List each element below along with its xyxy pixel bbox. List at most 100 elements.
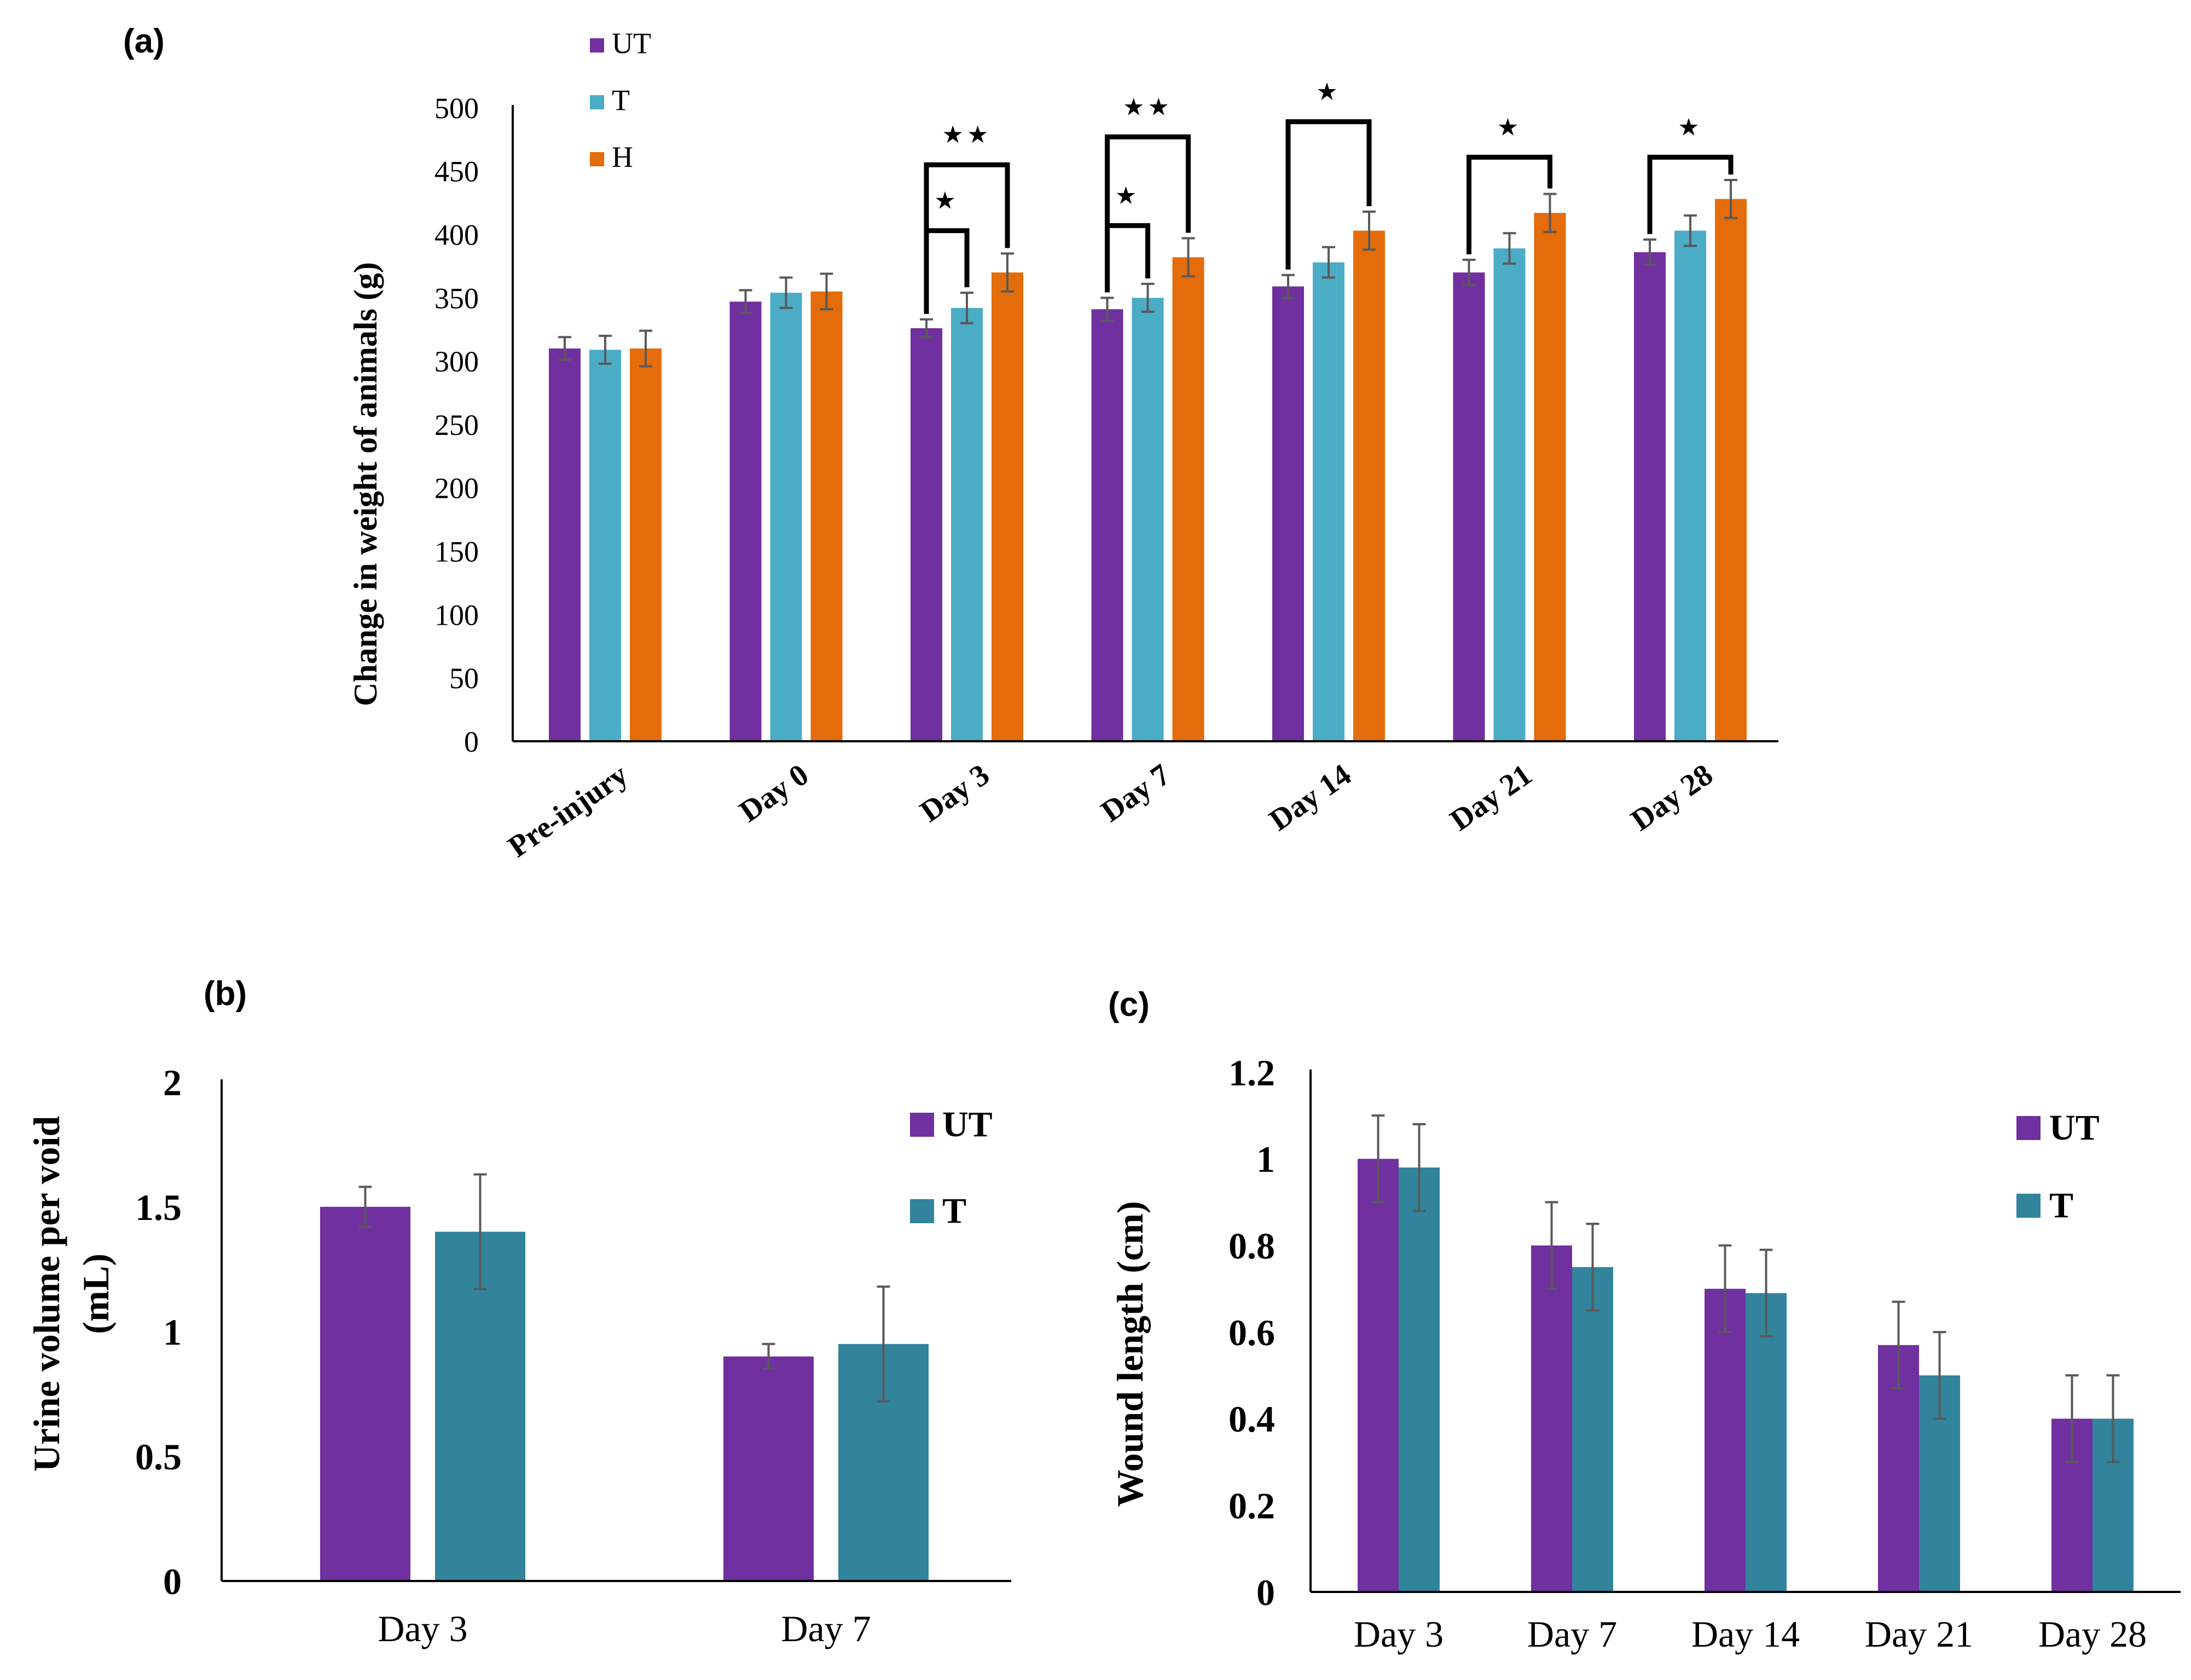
x-tick-label-pre-injury: Pre-injury bbox=[502, 758, 634, 864]
bar-ut-day-3 bbox=[1358, 1159, 1399, 1592]
bar-ut-day-14 bbox=[1272, 286, 1304, 741]
x-tick-label-day-7: Day 7 bbox=[781, 1608, 871, 1649]
error-bar-t-day-7 bbox=[877, 1285, 890, 1403]
y-tick-label-0-2: 0.2 bbox=[1228, 1485, 1275, 1526]
panel-a-error-bars bbox=[558, 179, 1737, 368]
y-tick-label-0-6: 0.6 bbox=[1228, 1312, 1275, 1353]
panel-b-y-axis-title-line2: (mL) bbox=[75, 1253, 117, 1334]
significance-marker-day-21-5: ★ bbox=[1497, 113, 1522, 141]
x-tick-label-day-14: Day 14 bbox=[1263, 758, 1358, 838]
x-tick-label-day-3: Day 3 bbox=[378, 1608, 467, 1649]
y-tick-label-0-5: 0.5 bbox=[135, 1436, 182, 1478]
y-tick-label-0-4: 0.4 bbox=[1228, 1398, 1275, 1440]
error-bar-t-day-28 bbox=[1684, 214, 1697, 247]
bar-ut-day-14 bbox=[1705, 1288, 1746, 1592]
bar-t-pre-injury bbox=[589, 350, 621, 741]
panel-b-bars bbox=[320, 1207, 929, 1581]
error-bar-t-day-3 bbox=[473, 1173, 487, 1290]
significance-marker-day-28-6: ★ bbox=[1678, 113, 1702, 141]
bar-t-day-3 bbox=[951, 307, 983, 741]
error-bar-ut-pre-injury bbox=[558, 336, 571, 361]
panel-b-label: (b) bbox=[204, 975, 247, 1013]
error-bar-t-day-3 bbox=[1412, 1123, 1426, 1212]
bar-ut-day-7 bbox=[723, 1356, 814, 1581]
panel-c-legend: UT T bbox=[2016, 1108, 2100, 1225]
error-bar-ut-day-14 bbox=[1282, 274, 1295, 299]
panel-a-label: (a) bbox=[123, 22, 165, 60]
error-bar-ut-day-7 bbox=[762, 1342, 775, 1370]
error-bar-ut-day-0 bbox=[739, 289, 752, 315]
bar-h-day-7 bbox=[1172, 257, 1204, 742]
legend-swatch-ut bbox=[2016, 1116, 2041, 1140]
significance-marker-day-7-2: ★★ bbox=[1123, 93, 1173, 121]
bar-h-day-14 bbox=[1353, 230, 1385, 742]
y-tick-label-500: 500 bbox=[434, 92, 479, 125]
y-tick-label-150: 150 bbox=[434, 536, 479, 568]
panel-b-y-axis-title-line1: Urine volume per void bbox=[26, 1116, 67, 1472]
bar-t-day-14 bbox=[1313, 262, 1344, 741]
error-bar-ut-day-21 bbox=[1462, 258, 1476, 287]
bar-ut-pre-injury bbox=[549, 348, 581, 741]
panel-c-wound-chart: (c) Wound length (cm) UT T 0 0.2 0.4 0.6 0.8… bbox=[1108, 986, 2181, 1655]
y-tick-label-2: 2 bbox=[163, 1062, 182, 1103]
x-tick-label-day-7: Day 7 bbox=[1527, 1613, 1617, 1655]
error-bar-t-day-0 bbox=[779, 276, 793, 309]
bar-t-day-14 bbox=[1746, 1293, 1787, 1592]
error-bar-t-day-3 bbox=[960, 292, 973, 324]
error-bar-ut-day-7 bbox=[1100, 297, 1114, 322]
error-bar-t-day-7 bbox=[1141, 282, 1155, 313]
error-bar-h-pre-injury bbox=[639, 329, 652, 368]
error-bar-ut-day-14 bbox=[1718, 1244, 1732, 1333]
panel-a-y-tick-labels: 0 50 100 150 200 250 300 350 400 450 500 bbox=[434, 92, 479, 758]
significance-bracket-day-28-6: ★ bbox=[1647, 113, 1734, 234]
legend-swatch-ut bbox=[910, 1113, 934, 1137]
y-tick-label-1-2: 1.2 bbox=[1228, 1052, 1275, 1094]
error-bar-t-day-28 bbox=[2106, 1374, 2120, 1463]
x-tick-label-day-3: Day 3 bbox=[1354, 1613, 1444, 1655]
x-tick-label-day-28: Day 28 bbox=[1625, 758, 1719, 838]
y-tick-label-200: 200 bbox=[434, 472, 479, 505]
y-tick-label-0: 0 bbox=[163, 1561, 182, 1602]
bar-h-day-21 bbox=[1534, 213, 1566, 741]
error-bar-t-day-14 bbox=[1322, 246, 1335, 279]
panel-c-bars bbox=[1358, 1159, 2134, 1592]
significance-marker-day-14-4: ★ bbox=[1316, 78, 1341, 106]
significance-bracket-day-3-1: ★ bbox=[924, 187, 970, 314]
bar-ut-day-7 bbox=[1091, 309, 1123, 741]
significance-bracket-day-7-3: ★ bbox=[1105, 182, 1150, 293]
significance-marker-day-3-1: ★ bbox=[934, 187, 959, 215]
y-tick-label-250: 250 bbox=[434, 409, 479, 441]
x-tick-label-day-14: Day 14 bbox=[1691, 1613, 1800, 1655]
legend-swatch-ut bbox=[590, 38, 604, 53]
error-bar-ut-day-3 bbox=[358, 1185, 372, 1228]
y-tick-label-350: 350 bbox=[434, 282, 479, 315]
panel-a-weight-chart: (a) UT T H Change in weight of animals (… bbox=[123, 22, 1778, 864]
panel-a-significance-annotations: ★★★★★★★★ ★ bbox=[924, 78, 1734, 314]
error-bar-t-day-14 bbox=[1759, 1248, 1773, 1338]
legend-label-t: T bbox=[942, 1191, 966, 1231]
bar-h-day-0 bbox=[810, 291, 843, 741]
error-bar-h-day-7 bbox=[1181, 237, 1195, 278]
bar-t-day-7 bbox=[1132, 298, 1164, 741]
legend-label-ut: UT bbox=[2049, 1108, 2100, 1148]
bar-ut-day-7 bbox=[1531, 1245, 1572, 1592]
legend-label-t: T bbox=[2049, 1185, 2073, 1225]
bar-ut-day-3 bbox=[320, 1207, 410, 1581]
bar-t-day-28 bbox=[1674, 230, 1706, 742]
bar-t-day-7 bbox=[1572, 1267, 1613, 1592]
legend-swatch-t bbox=[590, 95, 604, 109]
significance-marker-day-7-3: ★ bbox=[1115, 182, 1140, 210]
error-bar-h-day-3 bbox=[1001, 252, 1014, 293]
x-tick-label-day-21: Day 21 bbox=[1444, 758, 1538, 838]
error-bar-ut-day-28 bbox=[2065, 1374, 2079, 1463]
panel-c-x-tick-labels: Day 3 Day 7 Day 14 Day 21 Day 28 bbox=[1354, 1613, 2147, 1655]
legend-label-h: H bbox=[612, 141, 633, 173]
panel-c-error-bars bbox=[1371, 1114, 2120, 1463]
x-tick-label-day-21: Day 21 bbox=[1865, 1613, 1973, 1655]
error-bar-ut-day-21 bbox=[1892, 1300, 1905, 1390]
x-tick-label-day-7: Day 7 bbox=[1095, 758, 1176, 829]
y-tick-label-300: 300 bbox=[434, 345, 479, 378]
panel-a-legend: UT T H bbox=[590, 27, 651, 173]
panel-b-legend: UT T bbox=[910, 1105, 993, 1231]
bar-ut-day-21 bbox=[1453, 272, 1485, 742]
